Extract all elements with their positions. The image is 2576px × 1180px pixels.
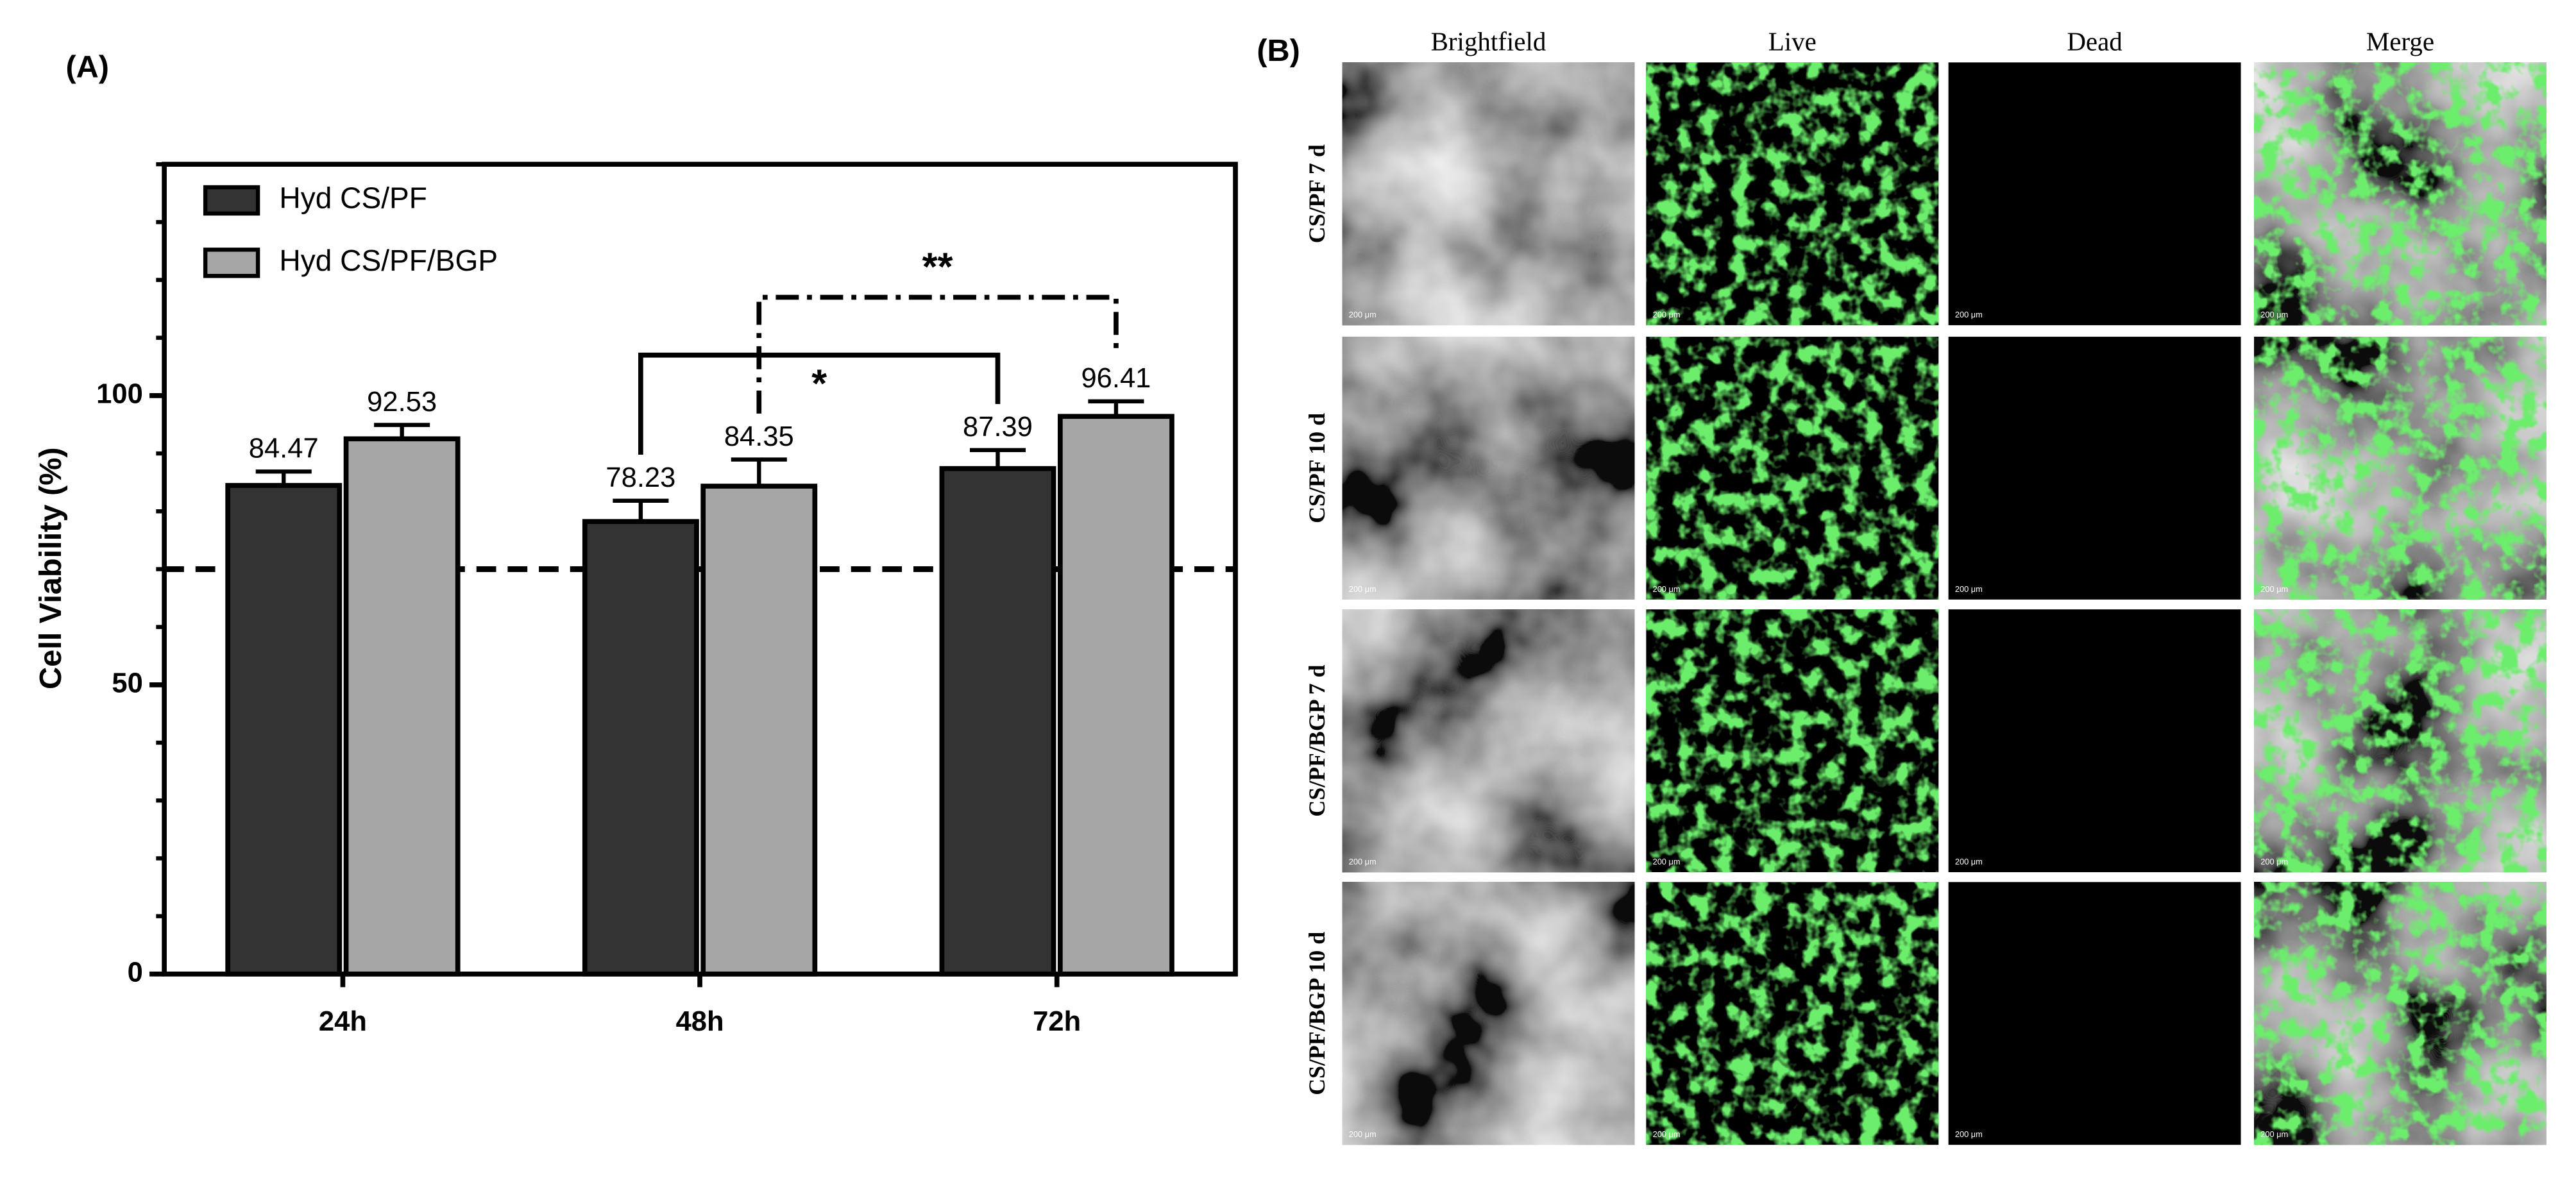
scale-bar-label: 200 μm (1653, 310, 1681, 319)
x-tick-label: 48h (676, 1006, 724, 1037)
bar (582, 519, 699, 977)
bar (225, 483, 343, 977)
bar (939, 466, 1056, 977)
row-label: CS/PF/BGP 7 d (1304, 665, 1330, 817)
panel-label: (A) (65, 49, 109, 84)
legend-swatch (203, 248, 260, 278)
micrograph-fluorescence (1646, 62, 1939, 326)
column-label: Live (1768, 27, 1817, 56)
y-tick-label: 100 (96, 378, 143, 409)
scale-bar-label: 200 μm (1653, 584, 1681, 594)
row-label: CS/PF 7 d (1304, 144, 1330, 243)
scale-bar-label: 200 μm (2260, 584, 2288, 594)
panel-label: (B) (1257, 33, 1300, 68)
micrograph-fluorescence (2254, 337, 2546, 600)
bar (343, 436, 461, 977)
micrograph-fluorescence (2254, 882, 2546, 1145)
scale-bar-label: 200 μm (2260, 310, 2288, 319)
scale-bar-label: 200 μm (2260, 857, 2288, 866)
scale-bar-label: 200 μm (1955, 584, 1983, 594)
scale-bar-label: 200 μm (1349, 857, 1377, 866)
scale-bar-label: 200 μm (1653, 1129, 1681, 1139)
bar (1058, 414, 1174, 977)
x-tick-label: 72h (1033, 1006, 1081, 1037)
value-label: 96.41 (1081, 363, 1151, 394)
micrograph (1948, 62, 2241, 326)
value-label: 84.35 (724, 421, 794, 452)
scale-bar-label: 200 μm (1349, 1129, 1377, 1139)
value-label: 78.23 (606, 462, 675, 493)
scale-bar-label: 200 μm (1955, 310, 1983, 319)
micrograph (1948, 337, 2241, 600)
significance-label: ** (922, 244, 953, 289)
row-label: CS/PF/BGP 10 d (1304, 932, 1330, 1095)
micrograph-texture (1342, 882, 1635, 1145)
value-label: 92.53 (367, 387, 437, 417)
column-label: Merge (2366, 27, 2434, 56)
scale-bar-label: 200 μm (1349, 310, 1377, 319)
legend-label: Hyd CS/PF/BGP (279, 244, 498, 277)
scale-bar-label: 200 μm (1349, 584, 1377, 594)
scale-bar-label: 200 μm (1653, 857, 1681, 866)
micrograph-texture (1342, 609, 1635, 873)
value-label: 87.39 (963, 412, 1033, 442)
micrograph (1948, 609, 2241, 873)
scale-bar-label: 200 μm (1955, 857, 1983, 866)
value-label: 84.47 (249, 434, 319, 464)
micrograph (1948, 882, 2241, 1145)
legend-swatch (203, 185, 260, 216)
scale-bar-label: 200 μm (1955, 1129, 1983, 1139)
scale-bar-label: 200 μm (2260, 1129, 2288, 1139)
x-tick-label: 24h (319, 1006, 367, 1037)
micrograph-fluorescence (2254, 62, 2546, 326)
micrograph-fluorescence (1646, 337, 1939, 600)
row-label: CS/PF 10 d (1304, 413, 1330, 523)
y-axis-label: Cell Viability (%) (33, 447, 68, 689)
bar (700, 484, 818, 977)
column-label: Dead (2067, 27, 2122, 56)
y-tick-label: 50 (112, 668, 142, 698)
significance-bracket (756, 294, 1119, 414)
significance-bracket (638, 352, 1001, 455)
legend-label: Hyd CS/PF (279, 181, 427, 215)
micrograph-panel: Brightfield Live Dead Merge CS/PF 7 d 200 μm 2… (1304, 27, 2546, 1145)
micrograph-fluorescence (2254, 609, 2546, 873)
micrograph-texture (1342, 337, 1635, 600)
micrograph-fluorescence (1646, 882, 1939, 1145)
column-label: Brightfield (1431, 27, 1546, 56)
micrograph-fluorescence (1646, 609, 1939, 873)
y-tick-label: 0 (128, 957, 143, 988)
micrograph-texture (1342, 62, 1635, 326)
significance-label: * (811, 362, 827, 406)
